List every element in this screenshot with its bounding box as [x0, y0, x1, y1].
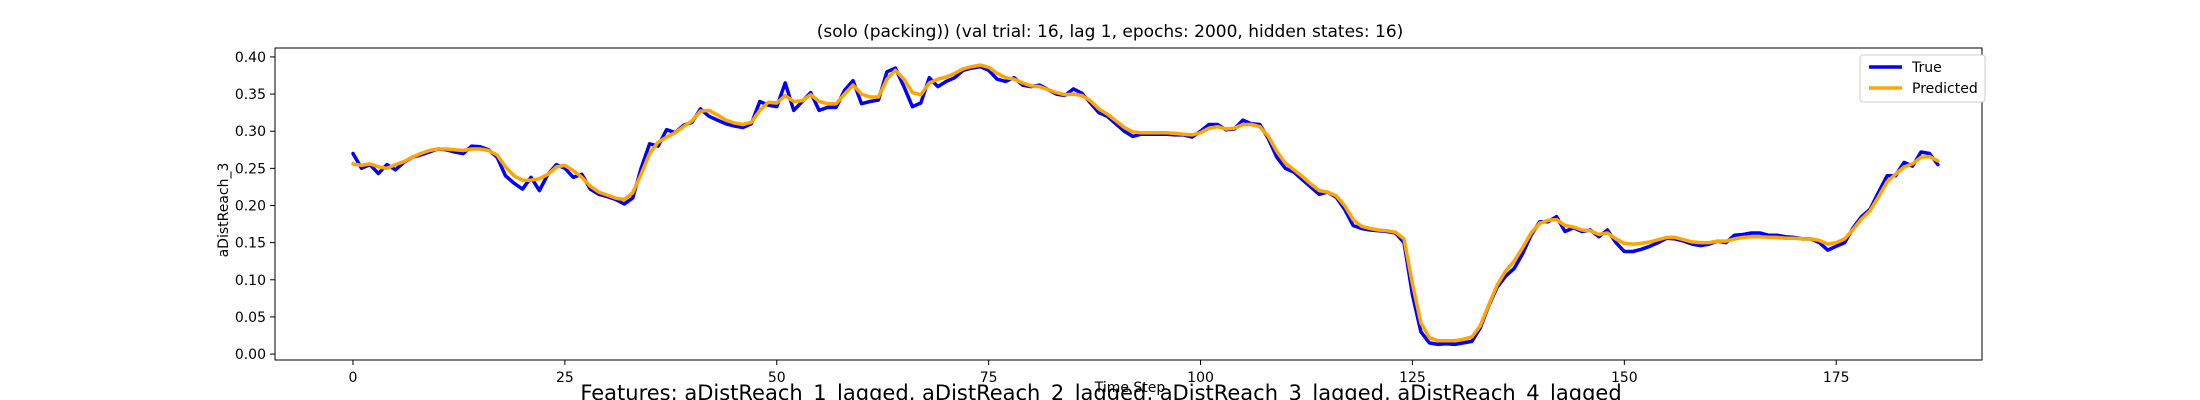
y-axis-label: aDistReach_3	[216, 163, 232, 258]
axes-frame	[274, 47, 1983, 361]
y-tick-label: 0.00	[235, 347, 266, 363]
y-tick-label: 0.05	[235, 310, 266, 326]
plot-area: 0 25 50 75 100 125 150 175 0.00 0.05 0.10 0.15 0.20…	[235, 47, 1983, 386]
y-tick-label: 0.35	[235, 87, 266, 103]
x-tick-label: 50	[768, 370, 786, 386]
legend-label-predicted: Predicted	[1912, 81, 1978, 97]
legend: True Predicted	[1859, 54, 1986, 103]
y-axis-ticks: 0.00 0.05 0.10 0.15 0.20 0.25 0.30 0.35 0.40	[235, 50, 275, 363]
x-tick-label: 0	[349, 370, 358, 386]
x-tick-label: 125	[1399, 370, 1426, 386]
features-caption: Features: aDistReach_1_lagged, aDistReac…	[580, 381, 1621, 400]
y-tick-label: 0.40	[235, 50, 266, 66]
series-line-predicted	[351, 63, 1940, 343]
x-axis-label: Time Step	[1094, 380, 1166, 396]
x-tick-label: 175	[1823, 370, 1850, 386]
y-tick-label: 0.10	[235, 273, 266, 289]
x-tick-label: 100	[1187, 370, 1214, 386]
x-axis-ticks: 0 25 50 75 100 125 150 175	[349, 360, 1850, 386]
x-tick-label: 25	[556, 370, 574, 386]
series-layer	[351, 63, 1940, 347]
x-tick-label: 150	[1611, 370, 1638, 386]
y-tick-label: 0.25	[235, 161, 266, 177]
y-tick-label: 0.30	[235, 124, 266, 140]
x-tick-label: 75	[980, 370, 998, 386]
legend-label-true: True	[1911, 60, 1942, 76]
chart-title: (solo (packing)) (val trial: 16, lag 1, …	[817, 22, 1404, 42]
y-tick-label: 0.20	[235, 198, 266, 214]
y-tick-label: 0.15	[235, 236, 266, 252]
